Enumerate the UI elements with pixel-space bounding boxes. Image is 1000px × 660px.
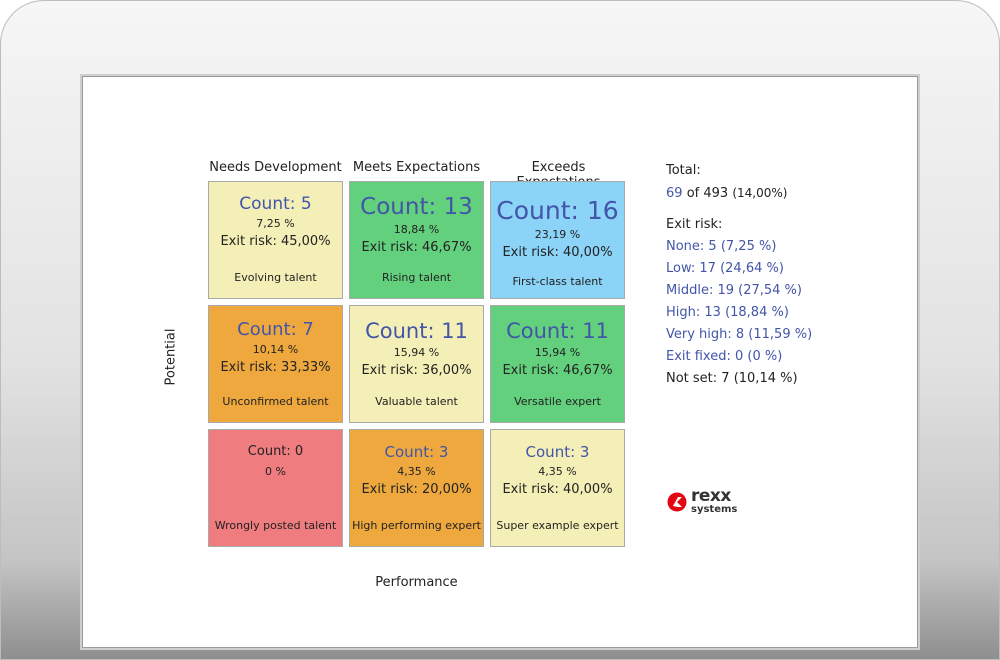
grid-cell-evolving-talent[interactable]: Count: 5 7,25 % Exit risk: 45,00% Evolvi… (208, 181, 343, 299)
cell-name: Valuable talent (375, 395, 458, 408)
cell-count: Count: 7 (237, 319, 314, 340)
logo-text-rexx: rexx (691, 486, 731, 506)
total-of: of 493 (686, 186, 729, 201)
cell-percent: 0 % (265, 465, 286, 478)
x-axis-label: Performance (375, 575, 458, 590)
cell-percent: 7,25 % (256, 217, 295, 230)
cell-name: Versatile expert (514, 395, 601, 408)
cell-percent: 4,35 % (397, 465, 436, 478)
grid-cell-unconfirmed-talent[interactable]: Count: 7 10,14 % Exit risk: 33,33% Uncon… (208, 305, 343, 423)
grid-cell-valuable-talent[interactable]: Count: 11 15,94 % Exit risk: 36,00% Valu… (349, 305, 484, 423)
exit-risk-label: Exit risk: (666, 217, 723, 232)
cell-count: Count: 11 (506, 319, 609, 343)
grid-cell-rising-talent[interactable]: Count: 13 18,84 % Exit risk: 46,67% Risi… (349, 181, 484, 299)
exit-risk-none-link[interactable]: None: 5 (7,25 %) (666, 239, 777, 254)
total-selected-link[interactable]: 69 (666, 186, 683, 201)
cell-exit-risk: Exit risk: 45,00% (220, 234, 331, 249)
cell-exit-risk: Exit risk: 40,00% (502, 245, 613, 260)
summary-panel: Total: 69 of 493 (14,00%) Exit risk: Non… (666, 160, 812, 390)
cell-name: Evolving talent (234, 271, 317, 284)
cell-count: Count: 0 (247, 444, 304, 459)
exit-risk-low-link[interactable]: Low: 17 (24,64 %) (666, 261, 784, 276)
cell-name: First-class talent (512, 275, 603, 288)
y-axis-label: Potential (163, 328, 179, 386)
cell-exit-risk: Exit risk: 46,67% (502, 363, 613, 378)
cell-count: Count: 13 (360, 194, 473, 220)
cell-exit-risk: Exit risk: 20,00% (361, 482, 472, 497)
cell-exit-risk: Exit risk: 46,67% (361, 240, 472, 255)
rexx-systems-logo: rexx systems (667, 486, 747, 520)
cell-exit-risk: Exit risk: 36,00% (361, 363, 472, 378)
exit-risk-not-set: Not set: 7 (10,14 %) (666, 371, 798, 386)
cell-count: Count: 11 (365, 319, 468, 343)
total-percent: (14,00%) (732, 186, 788, 200)
cell-percent: 10,14 % (252, 343, 299, 356)
grid-cell-versatile-expert[interactable]: Count: 11 15,94 % Exit risk: 46,67% Vers… (490, 305, 625, 423)
exit-risk-very-high-link[interactable]: Very high: 8 (11,59 %) (666, 327, 813, 342)
cell-name: Wrongly posted talent (214, 519, 337, 532)
cell-exit-risk: Exit risk: 40,00% (502, 482, 613, 497)
cell-count: Count: 3 (384, 443, 449, 461)
cell-percent: 4,35 % (538, 465, 577, 478)
column-header-meets-expectations: Meets Expectations (352, 160, 481, 175)
logo-text-systems: systems (691, 504, 738, 515)
cell-count: Count: 5 (239, 194, 312, 214)
grid-cell-high-performing-expert[interactable]: Count: 3 4,35 % Exit risk: 20,00% High p… (349, 429, 484, 547)
cell-name: Unconfirmed talent (222, 395, 329, 408)
rexx-logo-icon (667, 492, 687, 512)
exit-risk-high-link[interactable]: High: 13 (18,84 %) (666, 305, 789, 320)
total-line: 69 of 493 (14,00%) (666, 182, 812, 204)
cell-percent: 15,94 % (393, 346, 440, 359)
grid-cell-first-class-talent[interactable]: Count: 16 23,19 % Exit risk: 40,00% Firs… (490, 181, 625, 299)
column-header-needs-development: Needs Development (209, 160, 342, 175)
cell-percent: 18,84 % (393, 223, 440, 236)
cell-name: High performing expert (352, 519, 481, 532)
exit-risk-middle-link[interactable]: Middle: 19 (27,54 %) (666, 283, 802, 298)
grid-cell-wrongly-posted-talent[interactable]: Count: 0 0 % Wrongly posted talent (208, 429, 343, 547)
exit-risk-fixed-link[interactable]: Exit fixed: 0 (0 %) (666, 349, 783, 364)
cell-percent: 23,19 % (534, 228, 581, 241)
cell-exit-risk: Exit risk: 33,33% (220, 360, 331, 375)
cell-name: Rising talent (381, 271, 452, 284)
cell-percent: 15,94 % (534, 346, 581, 359)
grid-cell-super-example-expert[interactable]: Count: 3 4,35 % Exit risk: 40,00% Super … (490, 429, 625, 547)
cell-name: Super example expert (496, 519, 619, 532)
cell-count: Count: 16 (496, 196, 619, 225)
cell-count: Count: 3 (525, 443, 590, 461)
total-label: Total: (666, 163, 701, 178)
